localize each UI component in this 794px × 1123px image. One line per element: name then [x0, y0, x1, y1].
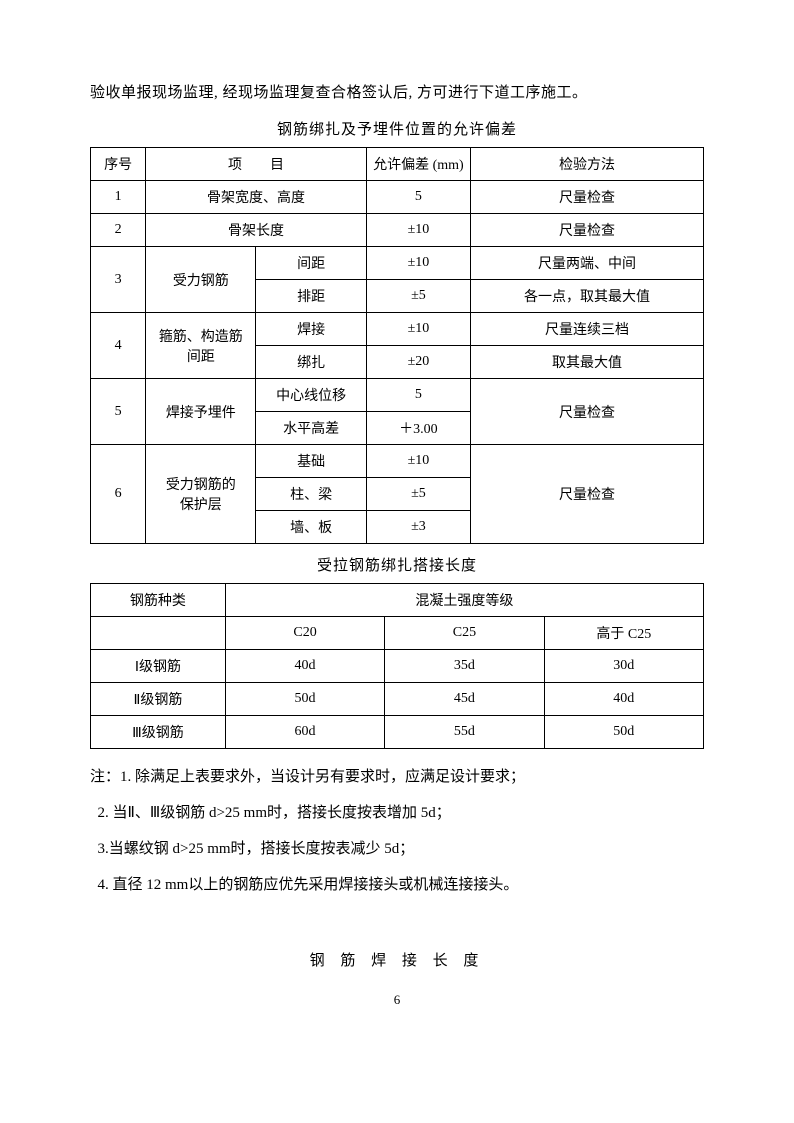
cell-tol: ±10 [366, 445, 470, 478]
th-above: 高于 C25 [544, 617, 703, 650]
cell-tol: ±20 [366, 346, 470, 379]
page-number: 6 [90, 992, 704, 1008]
table-row: 2 骨架长度 ±10 尺量检查 [91, 214, 704, 247]
cell-tol: 5 [366, 379, 470, 412]
table-row: 1 骨架宽度、高度 5 尺量检查 [91, 181, 704, 214]
cell-tol: ±5 [366, 280, 470, 313]
cell-item: 焊接予埋件 [146, 379, 256, 445]
table-row: Ⅰ级钢筋 40d 35d 30d [91, 650, 704, 683]
cell-sub: 基础 [256, 445, 366, 478]
cell-val: 30d [544, 650, 703, 683]
cell-seq: 6 [91, 445, 146, 544]
notes-block: 注：1. 除满足上表要求外，当设计另有要求时，应满足设计要求； 2. 当Ⅱ、Ⅲ级… [90, 759, 704, 903]
cell-method: 尺量检查 [471, 445, 704, 544]
cell-seq: 1 [91, 181, 146, 214]
cell-sub: 焊接 [256, 313, 366, 346]
cell-sub: 墙、板 [256, 511, 366, 544]
cell-val: 40d [225, 650, 384, 683]
table1-title: 钢筋绑扎及予埋件位置的允许偏差 [90, 118, 704, 139]
cell-sub: 柱、梁 [256, 478, 366, 511]
cell-tol: ±5 [366, 478, 470, 511]
cell-item: 骨架宽度、高度 [146, 181, 367, 214]
cell-seq: 4 [91, 313, 146, 379]
cell-method: 各一点，取其最大值 [471, 280, 704, 313]
cell-val: 60d [225, 716, 384, 749]
table-row: 4 箍筋、构造筋间距 焊接 ±10 尺量连续三档 [91, 313, 704, 346]
cell-seq: 5 [91, 379, 146, 445]
th-item: 项 目 [146, 148, 367, 181]
cell-tol: 5 [366, 181, 470, 214]
cell-seq: 3 [91, 247, 146, 313]
note-1: 注：1. 除满足上表要求外，当设计另有要求时，应满足设计要求； [90, 759, 704, 795]
cell-val: 45d [385, 683, 544, 716]
cell-kind: Ⅰ级钢筋 [91, 650, 226, 683]
cell-method: 尺量连续三档 [471, 313, 704, 346]
cell-item: 受力钢筋 [146, 247, 256, 313]
intro-text: 验收单报现场监理, 经现场监理复查合格签认后, 方可进行下道工序施工。 [90, 78, 704, 108]
cell-seq: 2 [91, 214, 146, 247]
table-row: 3 受力钢筋 间距 ±10 尺量两端、中间 [91, 247, 704, 280]
cell-sub: 排距 [256, 280, 366, 313]
cell-kind: Ⅱ级钢筋 [91, 683, 226, 716]
cell-val: 50d [544, 716, 703, 749]
th-kind: 钢筋种类 [91, 584, 226, 617]
cell-item: 箍筋、构造筋间距 [146, 313, 256, 379]
th-seq: 序号 [91, 148, 146, 181]
cell-method: 取其最大值 [471, 346, 704, 379]
cell-tol: ±3 [366, 511, 470, 544]
note-2: 2. 当Ⅱ、Ⅲ级钢筋 d>25 mm时，搭接长度按表增加 5d； [90, 795, 704, 831]
cell-sub: 水平高差 [256, 412, 366, 445]
cell-kind: Ⅲ级钢筋 [91, 716, 226, 749]
cell-tol: ±10 [366, 247, 470, 280]
th-c25: C25 [385, 617, 544, 650]
cell-item: 受力钢筋的保护层 [146, 445, 256, 544]
cell-method: 尺量检查 [471, 214, 704, 247]
cell-sub: 间距 [256, 247, 366, 280]
table-splice: 钢筋种类 混凝土强度等级 C20 C25 高于 C25 Ⅰ级钢筋 40d 35d… [90, 583, 704, 749]
cell-empty [91, 617, 226, 650]
cell-method: 尺量两端、中间 [471, 247, 704, 280]
cell-tol: ±10 [366, 214, 470, 247]
th-tolerance: 允许偏差 (mm) [366, 148, 470, 181]
cell-tol: ±10 [366, 313, 470, 346]
cell-tol: ＋3.00 [366, 412, 470, 445]
cell-sub: 绑扎 [256, 346, 366, 379]
table-tolerance: 序号 项 目 允许偏差 (mm) 检验方法 1 骨架宽度、高度 5 尺量检查 2… [90, 147, 704, 544]
section-title: 钢 筋 焊 接 长 度 [90, 949, 704, 970]
cell-val: 40d [544, 683, 703, 716]
table-row: Ⅱ级钢筋 50d 45d 40d [91, 683, 704, 716]
cell-val: 55d [385, 716, 544, 749]
th-c20: C20 [225, 617, 384, 650]
table-row: Ⅲ级钢筋 60d 55d 50d [91, 716, 704, 749]
th-method: 检验方法 [471, 148, 704, 181]
note-4: 4. 直径 12 mm以上的钢筋应优先采用焊接接头或机械连接接头。 [90, 867, 704, 903]
table-row: 5 焊接予埋件 中心线位移 5 尺量检查 [91, 379, 704, 412]
cell-item: 骨架长度 [146, 214, 367, 247]
cell-val: 50d [225, 683, 384, 716]
cell-method: 尺量检查 [471, 379, 704, 445]
cell-val: 35d [385, 650, 544, 683]
th-grade: 混凝土强度等级 [225, 584, 703, 617]
table-row: 6 受力钢筋的保护层 基础 ±10 尺量检查 [91, 445, 704, 478]
table2-title: 受拉钢筋绑扎搭接长度 [90, 554, 704, 575]
note-3: 3.当螺纹钢 d>25 mm时，搭接长度按表减少 5d； [90, 831, 704, 867]
cell-method: 尺量检查 [471, 181, 704, 214]
cell-sub: 中心线位移 [256, 379, 366, 412]
